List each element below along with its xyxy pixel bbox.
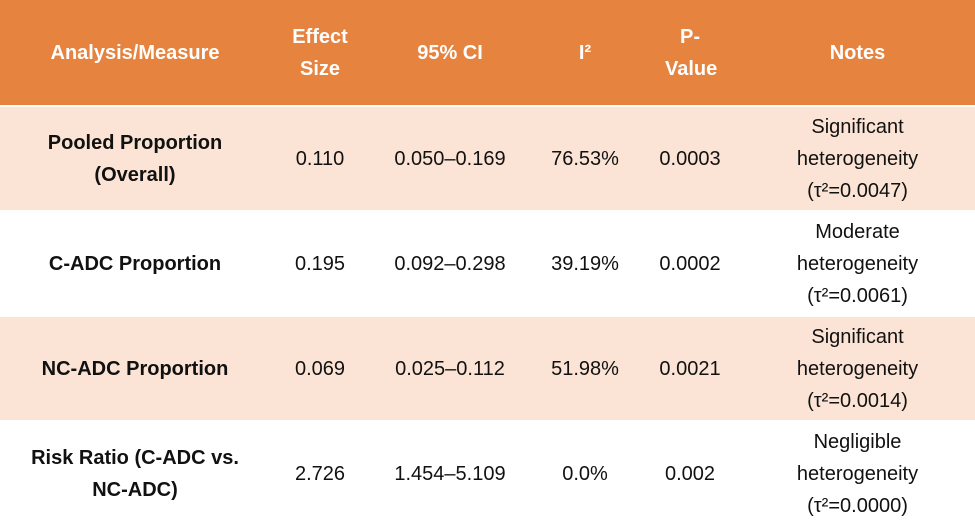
header-cell: 95% CI <box>370 0 530 106</box>
cell-text: 1.454–5.109 <box>394 462 506 485</box>
header-text: P-Value <box>665 25 718 80</box>
cell-text: C-ADC Proportion <box>48 252 222 275</box>
table-cell: 76.53% <box>530 105 640 211</box>
table-header: Analysis/Measure Effect Size 95% CI I² P-Val… <box>0 0 975 106</box>
cell-text: 0.195 <box>294 252 346 275</box>
cell-text: Significant heterogeneity (τ²=0.0014) <box>796 325 919 412</box>
cell-text: 76.53% <box>551 147 619 170</box>
cell-text: 0.050–0.169 <box>394 147 506 170</box>
table-cell: 0.092–0.298 <box>370 210 530 316</box>
table-cell: 0.050–0.169 <box>370 105 530 211</box>
table-row: NC-ADC Proportion 0.069 0.025–0.112 51.98% 0… <box>0 315 975 421</box>
table-cell: Pooled Proportion (Overall) <box>0 105 270 211</box>
table-cell: 0.110 <box>270 105 370 211</box>
header-cell: I² <box>530 0 640 106</box>
header-cell: Notes <box>740 0 975 106</box>
header-text: I² <box>578 41 592 64</box>
header-text: Effect Size <box>292 25 348 80</box>
table-cell: 0.069 <box>270 315 370 421</box>
header-cell: P-Value <box>640 0 740 106</box>
table-cell: Negligible heterogeneity (τ²=0.0000) <box>740 420 975 525</box>
table-cell: 0.0002 <box>640 210 740 316</box>
header-text: Analysis/Measure <box>50 41 220 64</box>
table-row: C-ADC Proportion 0.195 0.092–0.298 39.19% 0.… <box>0 210 975 316</box>
cell-text: NC-ADC Proportion <box>41 357 229 380</box>
table-cell: 0.0% <box>530 420 640 525</box>
table-cell: 0.025–0.112 <box>370 315 530 421</box>
table-cell: Significant heterogeneity (τ²=0.0014) <box>740 315 975 421</box>
cell-text: Negligible heterogeneity (τ²=0.0000) <box>796 430 919 517</box>
cell-text: 0.0003 <box>659 147 721 170</box>
table-cell: C-ADC Proportion <box>0 210 270 316</box>
cell-text: 51.98% <box>551 357 619 380</box>
header-cell: Analysis/Measure <box>0 0 270 106</box>
cell-text: 0.0% <box>562 462 608 485</box>
table-cell: 0.195 <box>270 210 370 316</box>
table-body: Pooled Proportion (Overall) 0.110 0.050–0.… <box>0 105 975 525</box>
table-cell: Significant heterogeneity (τ²=0.0047) <box>740 105 975 211</box>
cell-text: 0.025–0.112 <box>395 357 505 380</box>
cell-text: 2.726 <box>294 462 346 485</box>
cell-text: 0.0002 <box>659 252 721 275</box>
cell-text: Moderate heterogeneity (τ²=0.0061) <box>796 220 919 307</box>
cell-text: Significant heterogeneity (τ²=0.0047) <box>796 115 919 202</box>
table-cell: 51.98% <box>530 315 640 421</box>
table-cell: NC-ADC Proportion <box>0 315 270 421</box>
table-cell: 0.002 <box>640 420 740 525</box>
cell-text: 0.092–0.298 <box>394 252 506 275</box>
table-cell: 2.726 <box>270 420 370 525</box>
header-cell: Effect Size <box>270 0 370 106</box>
table-cell: 1.454–5.109 <box>370 420 530 525</box>
cell-text: 0.110 <box>295 147 345 170</box>
table-cell: Moderate heterogeneity (τ²=0.0061) <box>740 210 975 316</box>
table-cell: 0.0003 <box>640 105 740 211</box>
table-row: Risk Ratio (C-ADC vs. NC-ADC) 2.726 1.454–… <box>0 420 975 525</box>
table-cell: 0.0021 <box>640 315 740 421</box>
header-text: Notes <box>829 41 886 64</box>
cell-text: 39.19% <box>551 252 619 275</box>
cell-text: 0.0021 <box>659 357 721 380</box>
cell-text: Pooled Proportion (Overall) <box>47 131 223 186</box>
header-row: Analysis/Measure Effect Size 95% CI I² P-Val… <box>0 0 975 106</box>
cell-text: 0.069 <box>294 357 346 380</box>
header-text: 95% CI <box>417 41 483 64</box>
table-row: Pooled Proportion (Overall) 0.110 0.050–0.… <box>0 105 975 211</box>
table-cell: 39.19% <box>530 210 640 316</box>
cell-text: 0.002 <box>664 462 716 485</box>
table-cell: Risk Ratio (C-ADC vs. NC-ADC) <box>0 420 270 525</box>
cell-text: Risk Ratio (C-ADC vs. NC-ADC) <box>31 446 239 501</box>
